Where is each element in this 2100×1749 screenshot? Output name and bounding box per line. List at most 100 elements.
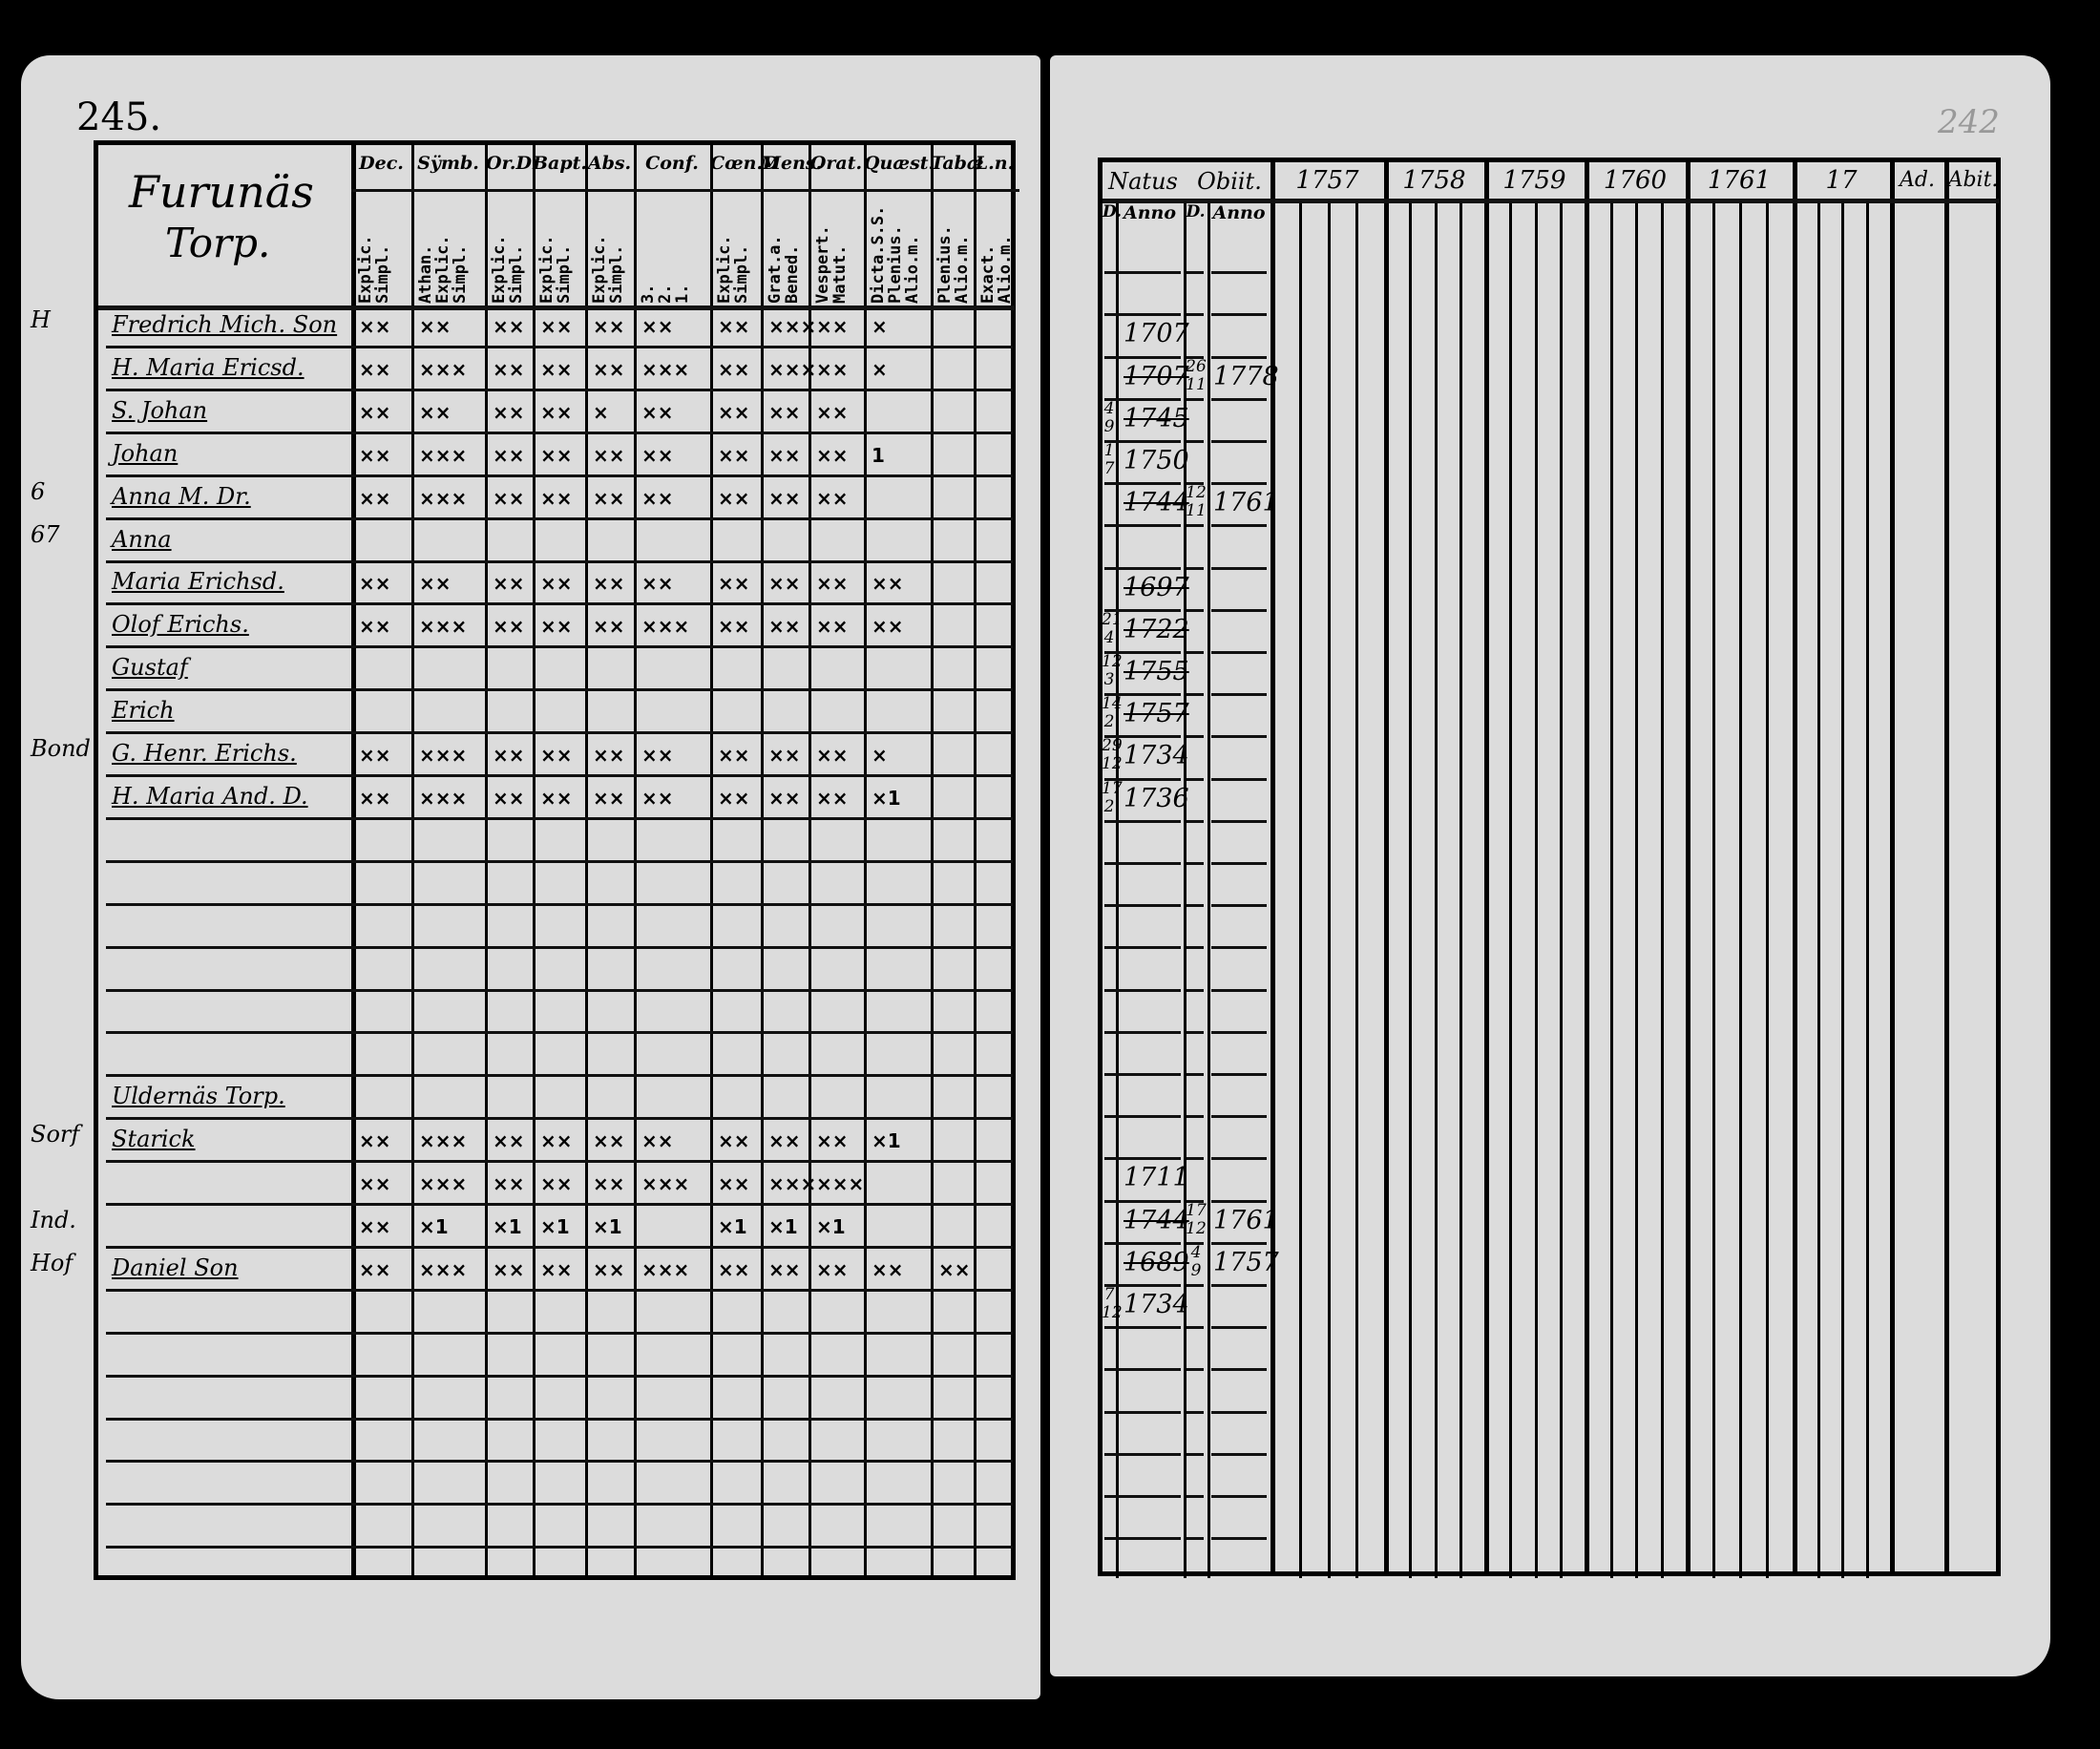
row-line bbox=[1104, 1537, 1181, 1541]
row-line bbox=[106, 1203, 1013, 1206]
row-line bbox=[106, 516, 1013, 520]
column-divider bbox=[1793, 162, 1797, 1575]
row-line bbox=[106, 1546, 1013, 1549]
ad-header: Ad. bbox=[1900, 168, 1935, 192]
row-line bbox=[106, 1074, 1013, 1078]
row-line bbox=[1186, 608, 1204, 612]
catechism-mark: ×1 bbox=[872, 786, 901, 810]
catechism-mark: ×× bbox=[718, 1172, 750, 1195]
row-line bbox=[1211, 777, 1267, 781]
row-line bbox=[1104, 1284, 1181, 1287]
person-name: S. Johan bbox=[112, 396, 208, 424]
column-subheader: 3. 2. 1. bbox=[639, 284, 692, 304]
catechism-mark: ××× bbox=[419, 486, 468, 510]
row-line bbox=[1186, 313, 1204, 317]
death-day-number: 26 bbox=[1186, 356, 1207, 376]
person-name: G. Henr. Erichs. bbox=[112, 740, 297, 767]
row-line bbox=[1104, 1241, 1181, 1245]
row-line bbox=[106, 346, 1013, 348]
catechism-mark: 1 bbox=[872, 443, 885, 467]
row-line bbox=[1186, 651, 1204, 654]
row-line bbox=[1186, 1241, 1204, 1245]
row-line bbox=[106, 1374, 1013, 1378]
year-header: 1759 bbox=[1502, 166, 1566, 195]
catechism-mark: ×× bbox=[768, 1257, 801, 1281]
column-subheader: Explic. Simpl. bbox=[590, 235, 626, 304]
year-subcolumn-divider bbox=[1355, 199, 1359, 1578]
catechism-mark: ×× bbox=[493, 400, 525, 424]
section-title-2: Torp. bbox=[165, 220, 271, 266]
column-divider bbox=[1184, 199, 1186, 1578]
row-line bbox=[1186, 524, 1204, 528]
row-line bbox=[106, 431, 1013, 434]
catechism-mark: ××× bbox=[419, 744, 468, 767]
year-subcolumn-divider bbox=[1434, 199, 1438, 1578]
year-subcolumn-divider bbox=[1841, 199, 1844, 1578]
row-line bbox=[1104, 1157, 1181, 1161]
catechism-mark: × bbox=[593, 400, 609, 424]
row-line bbox=[1211, 524, 1267, 528]
row-line bbox=[106, 1331, 1013, 1335]
row-line bbox=[106, 774, 1013, 777]
year-subcolumn-divider bbox=[1712, 199, 1715, 1578]
person-name: Gustaf bbox=[112, 654, 188, 682]
death-year: 1757 bbox=[1213, 1247, 1279, 1277]
death-day-number: 4 bbox=[1190, 1242, 1202, 1262]
catechism-mark: ×× bbox=[419, 400, 452, 424]
person-name: Maria Erichsd. bbox=[112, 568, 284, 596]
row-line bbox=[106, 1117, 1013, 1121]
catechism-mark: ×1 bbox=[768, 1214, 798, 1238]
row-line bbox=[1104, 1030, 1181, 1034]
catechism-mark: ××× bbox=[641, 357, 690, 381]
row-line bbox=[1186, 819, 1204, 823]
column-subheader: Grat.a. Bened. bbox=[766, 235, 802, 304]
catechism-mark: ×× bbox=[718, 357, 750, 381]
birth-year: 1722 bbox=[1124, 614, 1189, 644]
catechism-mark: ×1 bbox=[718, 1214, 747, 1238]
birth-year: 1744 bbox=[1124, 1205, 1189, 1235]
column-divider bbox=[1116, 199, 1119, 1578]
catechism-mark: ××× bbox=[419, 786, 468, 810]
catechism-mark: ×× bbox=[641, 786, 674, 810]
row-line bbox=[1186, 1326, 1204, 1330]
catechism-mark: ××× bbox=[419, 443, 468, 467]
catechism-mark: × bbox=[872, 315, 888, 338]
death-month-number: 11 bbox=[1186, 374, 1207, 394]
birth-month-number: 12 bbox=[1102, 754, 1123, 774]
row-line bbox=[106, 645, 1013, 649]
column-divider bbox=[1384, 162, 1389, 1575]
birth-day: 17 2 bbox=[1102, 779, 1123, 816]
catechism-mark: ×× bbox=[593, 357, 625, 381]
year-header: 1757 bbox=[1295, 166, 1359, 195]
catechism-mark: ×× bbox=[540, 315, 573, 338]
year-subcolumn-divider bbox=[1660, 199, 1664, 1578]
catechism-mark: ××× bbox=[768, 1172, 817, 1195]
birth-year: 1745 bbox=[1124, 403, 1189, 433]
birth-day: 21 4 bbox=[1102, 610, 1123, 647]
catechism-mark: ×× bbox=[718, 1129, 750, 1153]
row-line bbox=[1211, 313, 1267, 317]
birth-year: 1750 bbox=[1124, 446, 1189, 475]
catechism-mark: ×× bbox=[359, 1214, 391, 1238]
row-line bbox=[106, 945, 1013, 949]
year-header: 1758 bbox=[1402, 166, 1466, 195]
catechism-mark: ×× bbox=[419, 572, 452, 596]
birth-day-number: 4 bbox=[1103, 398, 1115, 418]
person-name: Anna bbox=[112, 525, 172, 553]
row-line bbox=[106, 474, 1013, 477]
catechism-mark: ×× bbox=[493, 443, 525, 467]
catechism-mark: ×× bbox=[593, 1257, 625, 1281]
person-name: Uldernäs Torp. bbox=[112, 1083, 285, 1110]
row-line bbox=[106, 1245, 1013, 1249]
year-subcolumn-divider bbox=[1635, 199, 1638, 1578]
row-line bbox=[1104, 651, 1181, 654]
left-register-table: Furunäs Torp. Dec. Explic. Simpl. Sÿmb. Ath… bbox=[94, 140, 1019, 1580]
year-subcolumn-divider bbox=[1409, 199, 1413, 1578]
catechism-mark: ×× bbox=[768, 486, 801, 510]
birth-year: 1707 bbox=[1124, 361, 1189, 391]
birth-day: 7 12 bbox=[1102, 1286, 1123, 1322]
catechism-mark: × bbox=[872, 357, 888, 381]
catechism-mark: ×× bbox=[593, 744, 625, 767]
